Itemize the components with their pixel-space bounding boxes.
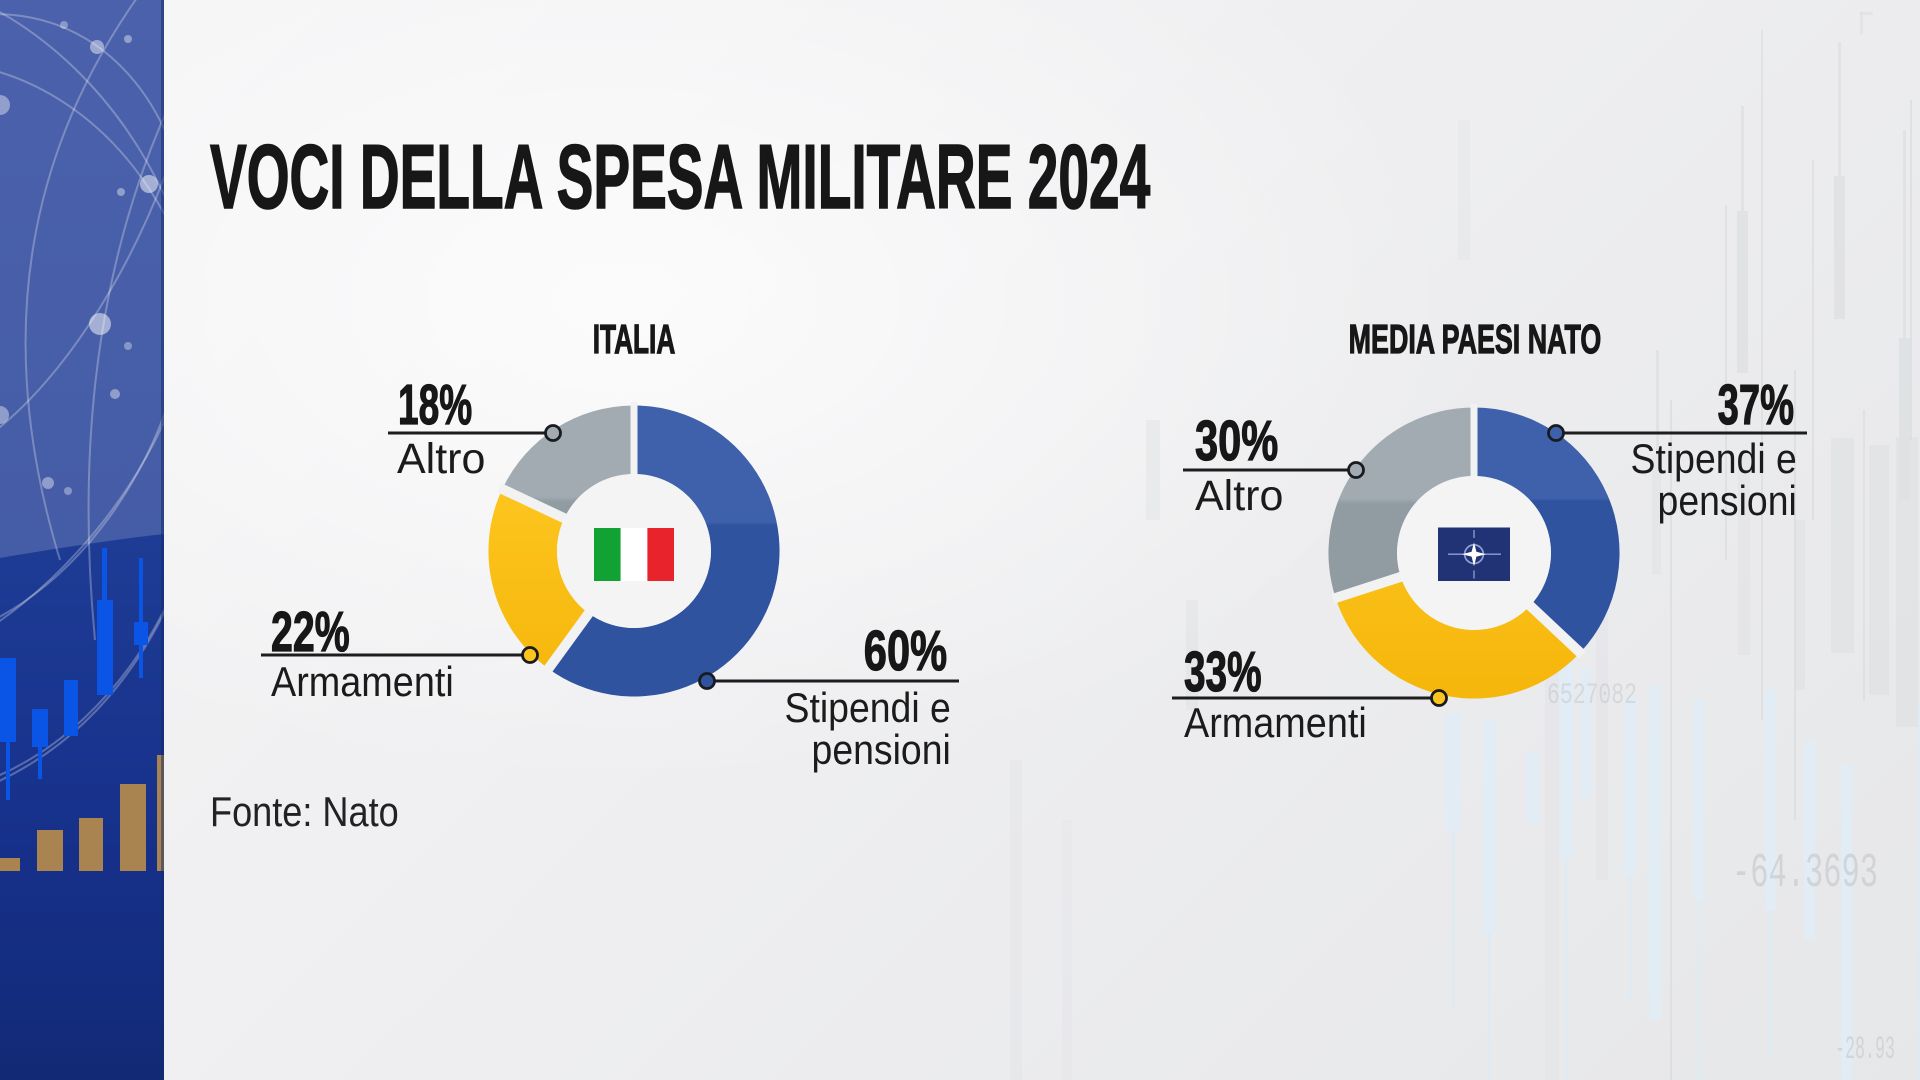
svg-text:-28.93: -28.93 xyxy=(1835,1031,1895,1068)
svg-text:6527082: 6527082 xyxy=(1547,679,1637,713)
svg-text:-64.3693: -64.3693 xyxy=(1732,847,1878,901)
